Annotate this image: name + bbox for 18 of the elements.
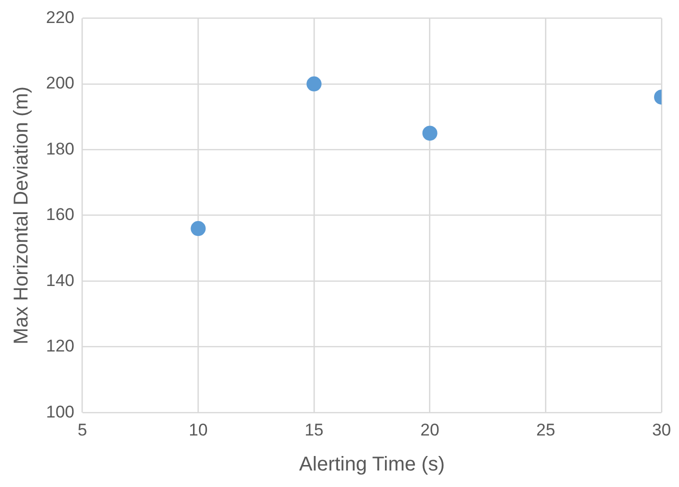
y-axis-title: Max Horizontal Deviation (m) [10,86,33,344]
x-tick-label: 20 [420,420,440,440]
point [190,221,206,236]
y-tick-label: 200 [46,74,74,93]
x-tick-label: 15 [304,420,324,440]
y-tick-label: 140 [46,270,74,290]
y-tick-label: 220 [46,8,74,27]
x-tick-label: 10 [188,420,208,440]
y-tick-label: 120 [46,336,74,356]
x-tick-label: 30 [652,420,672,440]
x-tick-label: 25 [536,420,556,440]
x-tick-label: 5 [78,420,88,440]
y-tick-label: 180 [46,139,74,158]
point [422,126,438,141]
x-axis-title: Alerting Time (s) [299,454,445,476]
y-tick-label: 160 [46,205,74,224]
point [306,76,322,92]
y-tick-label: 100 [46,402,74,422]
